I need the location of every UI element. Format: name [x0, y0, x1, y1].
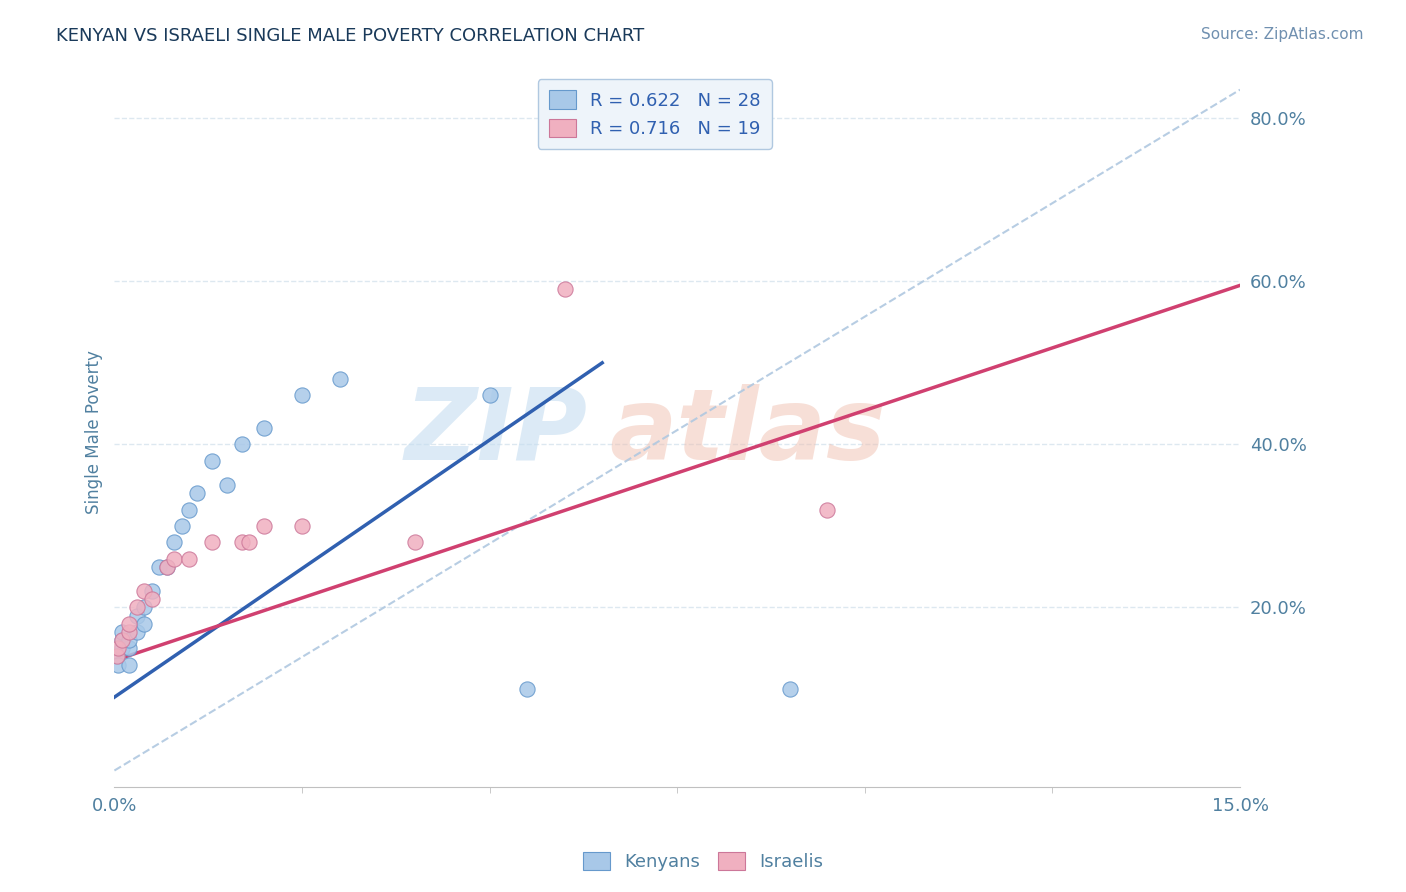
Legend: Kenyans, Israelis: Kenyans, Israelis	[575, 845, 831, 879]
Point	[156, 559, 179, 574]
Point	[215, 478, 238, 492]
Point	[179, 551, 201, 566]
Point	[179, 502, 201, 516]
Text: atlas: atlas	[610, 384, 886, 481]
Y-axis label: Single Male Poverty: Single Male Poverty	[86, 351, 103, 514]
Point	[404, 535, 426, 549]
Point	[141, 584, 163, 599]
Point	[118, 641, 141, 656]
Point	[125, 624, 148, 639]
Point	[478, 388, 501, 402]
Text: KENYAN VS ISRAELI SINGLE MALE POVERTY CORRELATION CHART: KENYAN VS ISRAELI SINGLE MALE POVERTY CO…	[56, 27, 644, 45]
Point	[111, 633, 134, 648]
Text: Source: ZipAtlas.com: Source: ZipAtlas.com	[1201, 27, 1364, 42]
Point	[779, 681, 801, 696]
Point	[516, 681, 538, 696]
Point	[134, 600, 156, 615]
Point	[231, 437, 253, 451]
Point	[118, 616, 141, 631]
Point	[105, 649, 128, 664]
Point	[107, 641, 129, 656]
Point	[118, 633, 141, 648]
Point	[125, 608, 148, 623]
Point	[170, 519, 193, 533]
Point	[291, 388, 314, 402]
Point	[134, 584, 156, 599]
Point	[163, 551, 186, 566]
Point	[134, 616, 156, 631]
Point	[291, 519, 314, 533]
Legend: R = 0.622   N = 28, R = 0.716   N = 19: R = 0.622 N = 28, R = 0.716 N = 19	[538, 79, 772, 149]
Point	[125, 600, 148, 615]
Point	[231, 535, 253, 549]
Point	[201, 453, 224, 467]
Point	[253, 421, 276, 435]
Point	[163, 535, 186, 549]
Point	[111, 624, 134, 639]
Point	[815, 502, 838, 516]
Point	[111, 633, 134, 648]
Point	[156, 559, 179, 574]
Point	[201, 535, 224, 549]
Point	[238, 535, 260, 549]
Point	[118, 624, 141, 639]
Point	[554, 282, 576, 296]
Point	[118, 657, 141, 672]
Point	[105, 649, 128, 664]
Point	[111, 641, 134, 656]
Point	[141, 592, 163, 607]
Point	[107, 657, 129, 672]
Text: ZIP: ZIP	[404, 384, 588, 481]
Point	[186, 486, 208, 500]
Point	[253, 519, 276, 533]
Point	[148, 559, 170, 574]
Point	[328, 372, 350, 386]
